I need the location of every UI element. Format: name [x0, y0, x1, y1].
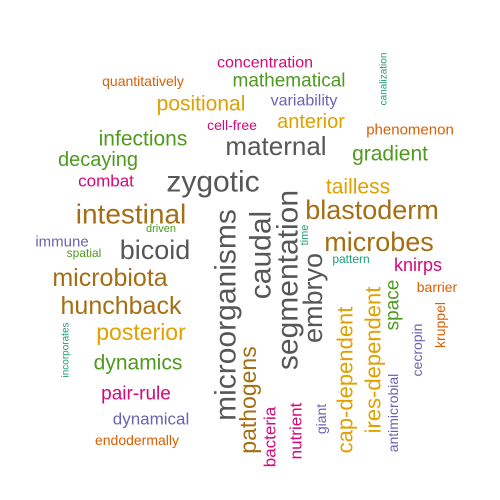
- word-cap-dependent: cap-dependent: [333, 307, 358, 454]
- word-nutrient: nutrient: [287, 402, 306, 459]
- word-giant: giant: [313, 404, 329, 434]
- word-pair-rule: pair-rule: [101, 384, 171, 405]
- word-maternal: maternal: [225, 131, 326, 161]
- word-incorporates: incorporates: [61, 322, 72, 377]
- word-variability: variability: [271, 93, 338, 110]
- word-antimicrobial: antimicrobial: [385, 374, 401, 453]
- word-pathogens: pathogens: [235, 346, 261, 453]
- word-intestinal: intestinal: [76, 199, 187, 230]
- word-time: time: [299, 225, 311, 246]
- word-concentration: concentration: [217, 55, 313, 72]
- word-pattern: pattern: [332, 252, 369, 266]
- word-hunchback: hunchback: [61, 292, 182, 320]
- word-positional: positional: [157, 93, 246, 116]
- word-immune: immune: [35, 234, 88, 251]
- word-infections: infections: [99, 128, 188, 151]
- word-cell-free: cell-free: [207, 117, 257, 133]
- word-driven: driven: [146, 223, 176, 235]
- word-dynamical: dynamical: [113, 410, 190, 429]
- word-posterior: posterior: [96, 319, 186, 345]
- word-barrier: barrier: [417, 279, 458, 295]
- word-microbes: microbes: [324, 227, 434, 257]
- word-mathematical: mathematical: [233, 71, 346, 92]
- word-cecropin: cecropin: [409, 324, 425, 377]
- word-zygotic: zygotic: [166, 166, 259, 199]
- word-canalization: canalization: [379, 53, 390, 106]
- word-segmentation: segmentation: [272, 190, 305, 370]
- word-microbiota: microbiota: [52, 264, 167, 292]
- word-endodermally: endodermally: [95, 432, 179, 448]
- word-blastoderm: blastoderm: [305, 195, 439, 225]
- word-embryo: embryo: [298, 253, 328, 343]
- word-anterior: anterior: [277, 111, 345, 133]
- word-gradient: gradient: [352, 143, 428, 166]
- word-tailless: tailless: [326, 176, 390, 199]
- word-spatial: spatial: [67, 246, 102, 260]
- word-ires-dependent: ires-dependent: [361, 287, 386, 434]
- word-bicoid: bicoid: [120, 235, 191, 265]
- word-microorganisms: microorganisms: [210, 209, 243, 421]
- word-space: space: [383, 280, 404, 331]
- word-phenomenon: phenomenon: [366, 122, 454, 139]
- word-bacteria: bacteria: [261, 406, 280, 467]
- word-kruppel: kruppel: [432, 302, 448, 348]
- word-knirps: knirps: [394, 255, 442, 275]
- word-dynamics: dynamics: [94, 352, 183, 375]
- word-decaying: decaying: [58, 149, 138, 171]
- word-quantitatively: quantitatively: [102, 73, 184, 89]
- word-combat: combat: [78, 172, 134, 191]
- word-caudal: caudal: [245, 211, 278, 299]
